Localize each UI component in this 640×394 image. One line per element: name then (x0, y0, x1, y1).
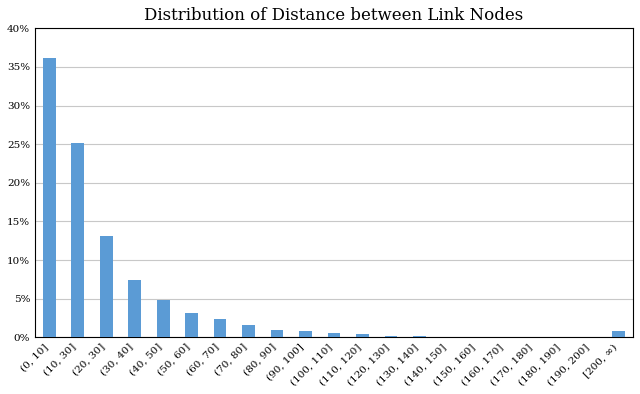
Bar (299, 331, 312, 337)
Bar (185, 312, 198, 337)
Bar (214, 319, 227, 337)
Bar (413, 336, 426, 337)
Bar (71, 143, 84, 337)
Bar (242, 325, 255, 337)
Bar (157, 300, 170, 337)
Bar (43, 58, 56, 337)
Bar (612, 331, 625, 337)
Bar (128, 280, 141, 337)
Bar (328, 333, 340, 337)
Title: Distribution of Distance between Link Nodes: Distribution of Distance between Link No… (145, 7, 524, 24)
Bar (385, 336, 397, 337)
Bar (100, 236, 113, 337)
Bar (442, 336, 454, 337)
Bar (356, 334, 369, 337)
Bar (271, 329, 284, 337)
